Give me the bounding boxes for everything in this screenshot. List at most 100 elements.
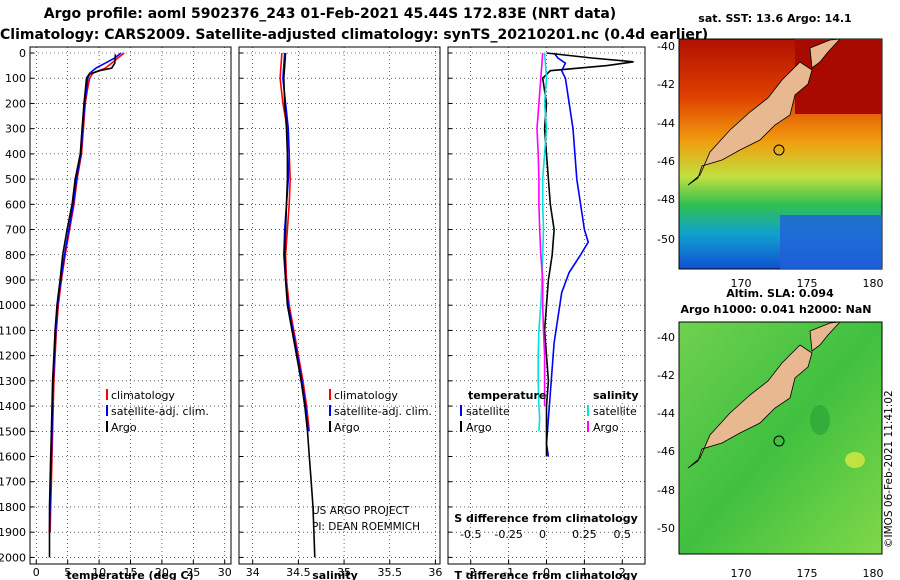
y-tick-label: 800 — [5, 249, 26, 262]
legend-swatch — [106, 389, 108, 400]
y-tick-label: 1200 — [0, 350, 26, 363]
sla-yellow-patch — [845, 452, 865, 468]
y-tick-label: 500 — [5, 173, 26, 186]
legend-header-temperature: temperature — [468, 389, 546, 402]
series-line-argo — [48, 54, 117, 558]
legend-swatch — [587, 421, 589, 432]
header-line1: Argo profile: aoml 5902376_243 01-Feb-20… — [43, 6, 617, 22]
sla-map-title2: Argo h1000: 0.041 h2000: NaN — [680, 303, 871, 316]
sla-map: Altim. SLA: 0.094 Argo h1000: 0.041 h200… — [678, 287, 883, 555]
x-tick-label: 2 — [619, 566, 626, 579]
difference-xlabel-top: S difference from climatology — [454, 512, 638, 525]
x-tick-label: 15 — [124, 566, 138, 579]
sla-north-island — [809, 321, 842, 352]
x-tick-label: 0 — [543, 566, 550, 579]
legend-header-salinity: salinity — [593, 389, 639, 402]
map-lat-label: -50 — [657, 233, 675, 246]
x-tick-label: 35.5 — [378, 566, 403, 579]
sla-dark-patch — [810, 405, 830, 435]
legend-label: Argo — [593, 421, 619, 434]
series-line-argo — [282, 52, 316, 558]
series-line-satellite-adj-clim- — [282, 52, 310, 432]
map-lon-label: 170 — [731, 277, 752, 290]
legend-swatch — [106, 421, 108, 432]
legend-swatch — [587, 405, 589, 416]
sst-argo-marker — [773, 144, 785, 156]
legend-label: Argo — [111, 421, 137, 434]
temperature-plot: 0 5 10 15 20 25 300100200300400500600700800900… — [0, 47, 232, 579]
legend-swatch — [329, 421, 331, 432]
y-tick-label: 100 — [5, 72, 26, 85]
y-tick-label: 600 — [5, 198, 26, 211]
map-lat-label: -42 — [657, 369, 675, 382]
salinity-panel-frame — [238, 46, 441, 565]
map-axes: -40 -40 -42 -42 -44 -44 -46 -46 -48 -48 -50 -50 170 1… — [657, 40, 883, 580]
legend-label: Argo — [334, 421, 360, 434]
map-lat-label: -42 — [657, 78, 675, 91]
y-tick-label: 1100 — [0, 324, 26, 337]
y-tick-label: 400 — [5, 148, 26, 161]
map-lon-label: 175 — [797, 277, 818, 290]
legend-label: satellite — [593, 405, 637, 418]
x-tick-label: 20 — [155, 566, 169, 579]
y-tick-label: 1300 — [0, 375, 26, 388]
annotation-pi: PI: DEAN ROEMMICH — [312, 521, 420, 533]
legend-label: satellite — [466, 405, 510, 418]
s-tick-label: -0.25 — [494, 528, 522, 541]
sla-nz-land — [687, 344, 813, 469]
annotation-project: US ARGO PROJECT — [312, 505, 410, 517]
header-line2: Climatology: CARS2009. Satellite-adjuste… — [0, 27, 709, 43]
legend-label: climatology — [334, 389, 398, 402]
s-tick-label: 0.5 — [614, 528, 632, 541]
x-tick-label: 30 — [218, 566, 232, 579]
y-tick-label: 700 — [5, 224, 26, 237]
s-tick-label: -0.5 — [460, 528, 481, 541]
s-tick-label: 0 — [539, 528, 546, 541]
map-lon-label: 180 — [863, 567, 884, 580]
difference-xlabel: T difference from climatology — [454, 569, 637, 580]
map-lat-label: -46 — [657, 155, 675, 168]
series-line-t-satellite — [545, 52, 590, 457]
x-tick-label: -2 — [465, 566, 476, 579]
y-tick-label: 1400 — [0, 400, 26, 413]
map-lon-label: 180 — [863, 277, 884, 290]
y-tick-label: 200 — [5, 97, 26, 110]
sst-cold-patch — [780, 215, 882, 269]
sla-argo-marker — [773, 435, 785, 447]
map-lat-label: -46 — [657, 445, 675, 458]
x-tick-label: 34.5 — [286, 566, 311, 579]
y-tick-label: 1000 — [0, 299, 26, 312]
y-tick-label: 0 — [19, 47, 26, 60]
sla-map-title1: Altim. SLA: 0.094 — [726, 287, 834, 300]
series-line-climatology — [49, 52, 125, 533]
legend-swatch — [329, 389, 331, 400]
map-lon-label: 175 — [797, 567, 818, 580]
credit-text: ©IMOS 06-Feb-2021 11:41:02 — [883, 390, 895, 548]
x-tick-label: 36 — [428, 566, 442, 579]
sst-north-island — [809, 38, 842, 69]
s-tick-label: 0.25 — [572, 528, 597, 541]
x-tick-label: 25 — [186, 566, 200, 579]
x-tick-label: 0 — [33, 566, 40, 579]
map-lon-label: 170 — [731, 567, 752, 580]
y-tick-label: 1600 — [0, 451, 26, 464]
sst-nz-land — [687, 61, 813, 186]
series-line-t-argo — [541, 52, 634, 457]
map-lat-label: -40 — [657, 40, 675, 53]
map-lat-label: -48 — [657, 484, 675, 497]
y-tick-label: 300 — [5, 123, 26, 136]
salinity-xlabel: salinity — [312, 569, 358, 580]
map-lat-label: -48 — [657, 193, 675, 206]
x-tick-label: 5 — [64, 566, 71, 579]
series-line-s-argo — [536, 52, 546, 407]
legend-label: satellite-adj. clim. — [111, 405, 209, 418]
temperature-panel-frame — [29, 46, 232, 565]
legend-swatch — [460, 405, 462, 416]
legend-label: climatology — [111, 389, 175, 402]
map-lat-label: -44 — [657, 117, 675, 130]
map-lat-label: -44 — [657, 407, 675, 420]
y-tick-label: 1700 — [0, 476, 26, 489]
legend-label: satellite-adj. clim. — [334, 405, 432, 418]
y-tick-label: 2000 — [0, 551, 26, 564]
map-lat-label: -40 — [657, 331, 675, 344]
